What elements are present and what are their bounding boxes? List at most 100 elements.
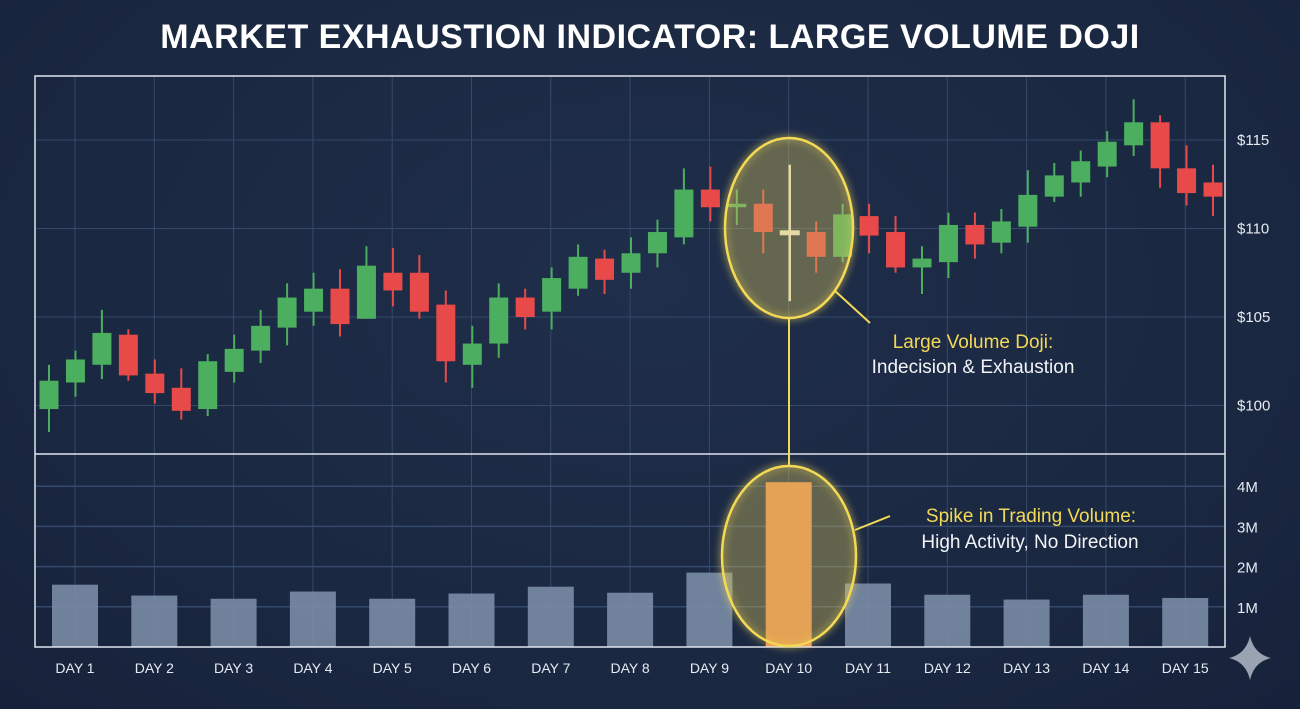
volume-tick-label: 2M	[1237, 560, 1258, 577]
x-tick-label: DAY 12	[924, 660, 971, 676]
candle-body	[277, 297, 297, 328]
candle	[356, 246, 376, 319]
candle-body	[542, 278, 562, 312]
candle	[1018, 170, 1038, 243]
candle	[39, 364, 59, 433]
x-tick-label: DAY 11	[845, 660, 891, 676]
candle	[1097, 131, 1117, 178]
candle-body	[595, 258, 615, 280]
volume-highlight-ellipse	[720, 464, 858, 648]
candle	[1177, 145, 1197, 206]
candle	[965, 212, 985, 259]
candle	[224, 334, 244, 383]
axis-ticks: DAY 1 DAY 2 DAY 3 DAY 4 DAY 5 DAY 6 DAY 7 DAY 8…	[55, 132, 1270, 676]
candle-body	[198, 361, 218, 410]
candle-body	[462, 343, 482, 365]
candle	[647, 219, 667, 268]
candle-body	[409, 272, 429, 312]
candle	[859, 203, 879, 254]
x-tick-label: DAY 10	[765, 660, 812, 676]
candle-body	[330, 288, 350, 325]
x-tick-label: DAY 5	[373, 660, 412, 676]
candle	[515, 288, 535, 330]
candle	[92, 309, 112, 379]
x-tick-label: DAY 4	[293, 660, 332, 676]
candle	[886, 216, 906, 273]
x-tick-label: DAY 3	[214, 660, 253, 676]
candle-body	[621, 253, 641, 273]
sparkle-icon	[1229, 636, 1271, 680]
candle-body	[1177, 168, 1197, 194]
candle	[700, 166, 720, 222]
volume-bar	[527, 586, 574, 647]
candle-body	[171, 387, 191, 411]
candles	[39, 99, 1223, 433]
candle	[65, 350, 85, 397]
candle	[1150, 115, 1170, 188]
volume-tick-label: 3M	[1237, 519, 1258, 536]
x-tick-label: DAY 6	[452, 660, 491, 676]
candle	[542, 267, 562, 330]
candle	[118, 329, 138, 381]
candle-body	[1071, 161, 1091, 183]
plot-frame	[34, 75, 1226, 648]
candle-body	[65, 359, 85, 383]
candle	[938, 212, 958, 279]
candle-body	[1018, 194, 1038, 227]
volume-annotation-title: Spike in Trading Volume:	[926, 506, 1136, 527]
candle-body	[118, 334, 138, 376]
candle-body	[568, 256, 588, 289]
volume-bar	[448, 593, 495, 647]
doji-annotation-title: Large Volume Doji:	[893, 332, 1054, 353]
candle-body	[356, 265, 376, 319]
volume-annotation-text: High Activity, No Direction	[921, 532, 1138, 553]
candle	[330, 269, 350, 337]
volume-bar	[845, 583, 891, 647]
candle-body	[912, 258, 932, 268]
volume-bar	[1162, 597, 1209, 647]
candle	[1124, 99, 1144, 156]
x-tick-label: DAY 9	[690, 660, 729, 676]
candle-body	[1150, 122, 1170, 169]
price-tick-label: $110	[1237, 221, 1269, 238]
candle-body	[647, 232, 667, 254]
doji-annotation-text: Indecision & Exhaustion	[872, 357, 1075, 378]
candle-body	[92, 332, 112, 365]
candle-body	[1097, 141, 1117, 167]
candle-body	[859, 216, 879, 236]
x-tick-label: DAY 13	[1003, 660, 1050, 676]
candle-body	[1124, 122, 1144, 146]
volume-tick-label: 1M	[1237, 600, 1258, 617]
candle-body	[515, 297, 535, 317]
candle	[145, 359, 165, 404]
candle	[1071, 150, 1091, 197]
candle-body	[251, 325, 271, 351]
candle	[912, 246, 932, 294]
candle-body	[383, 272, 403, 291]
candle	[1044, 163, 1064, 202]
candle-body	[938, 224, 958, 263]
candle-body	[145, 373, 165, 394]
volume-leader-line	[854, 515, 891, 531]
volume-bar	[131, 595, 178, 647]
candle-body	[700, 189, 720, 208]
volume-bar	[1082, 594, 1129, 647]
candle	[198, 354, 218, 417]
candle-body	[1044, 175, 1064, 197]
candle-body	[304, 288, 324, 312]
x-tick-label: DAY 1	[55, 660, 94, 676]
volume-bar	[1003, 599, 1050, 647]
x-tick-label: DAY 2	[135, 660, 174, 676]
price-tick-label: $105	[1237, 309, 1270, 326]
candle-body	[489, 297, 509, 344]
volume-bar	[289, 591, 336, 647]
volume-bar	[607, 592, 654, 647]
candle	[462, 325, 482, 388]
candle	[621, 237, 641, 289]
price-tick-label: $115	[1237, 132, 1269, 149]
candle-body	[39, 380, 59, 410]
candle	[674, 168, 694, 245]
doji-leader-line	[833, 289, 871, 324]
x-tick-label: DAY 7	[531, 660, 570, 676]
